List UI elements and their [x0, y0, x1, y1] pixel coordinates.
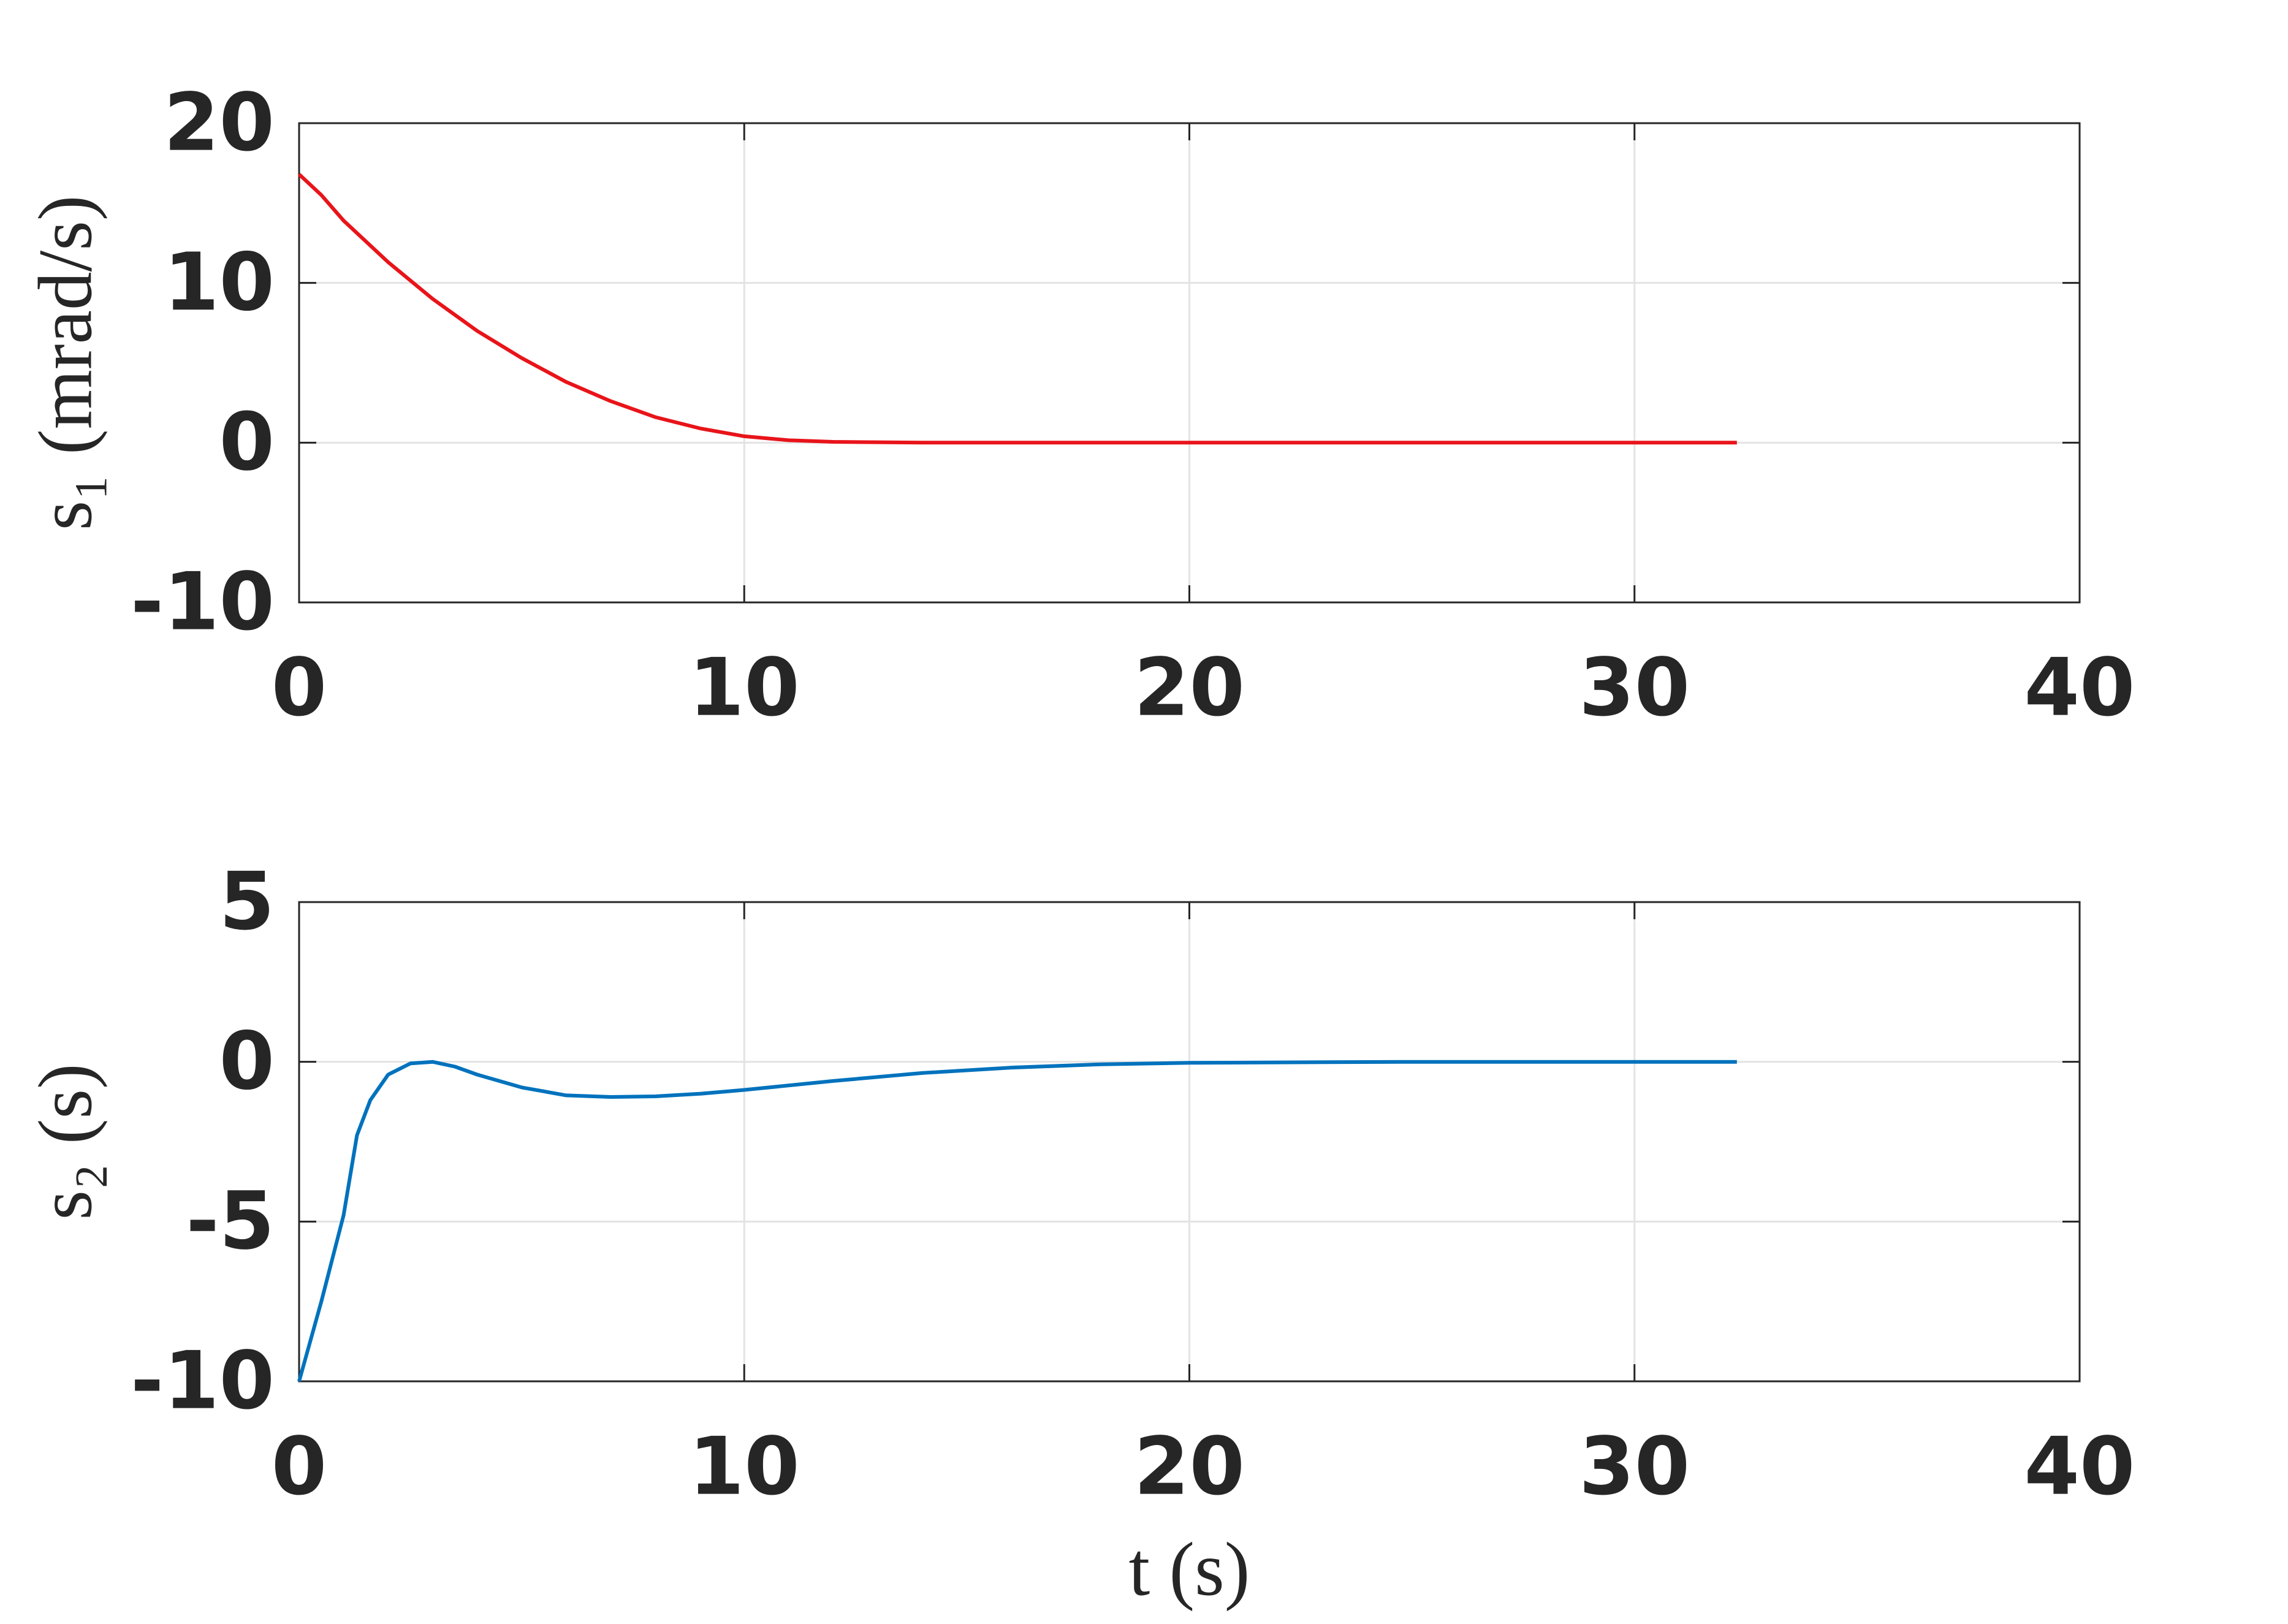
- x-tick-label: 20: [1134, 641, 1245, 734]
- y-axis-label: s₁ (mrad/s): [24, 195, 108, 531]
- y-tick-label: -10: [131, 555, 275, 648]
- x-tick-label: 10: [689, 641, 800, 734]
- y-tick-label: 5: [219, 855, 275, 948]
- y-tick-label: 10: [164, 235, 275, 328]
- x-tick-label: 30: [1579, 641, 1690, 734]
- y-tick-label: -10: [131, 1334, 275, 1427]
- axes-box: [298, 122, 2081, 604]
- x-tick-label: 40: [2024, 641, 2135, 734]
- x-tick-label: 0: [272, 1420, 327, 1513]
- x-tick-label: 10: [689, 1420, 800, 1513]
- data-line: [297, 173, 1737, 445]
- y-tick-label: 0: [219, 395, 275, 488]
- y-tick-label: -5: [186, 1174, 275, 1267]
- data-line: [297, 1060, 1737, 1382]
- y-axis-label: s₂ (s): [24, 1063, 108, 1220]
- x-tick-label: 40: [2024, 1420, 2135, 1513]
- x-axis-label: t (s): [1129, 1528, 1250, 1612]
- y-tick-label: 20: [164, 76, 275, 169]
- y-tick-label: 0: [219, 1014, 275, 1107]
- x-tick-label: 30: [1579, 1420, 1690, 1513]
- x-tick-label: 20: [1134, 1420, 1245, 1513]
- x-tick-label: 0: [272, 641, 327, 734]
- axes-box: [298, 901, 2081, 1383]
